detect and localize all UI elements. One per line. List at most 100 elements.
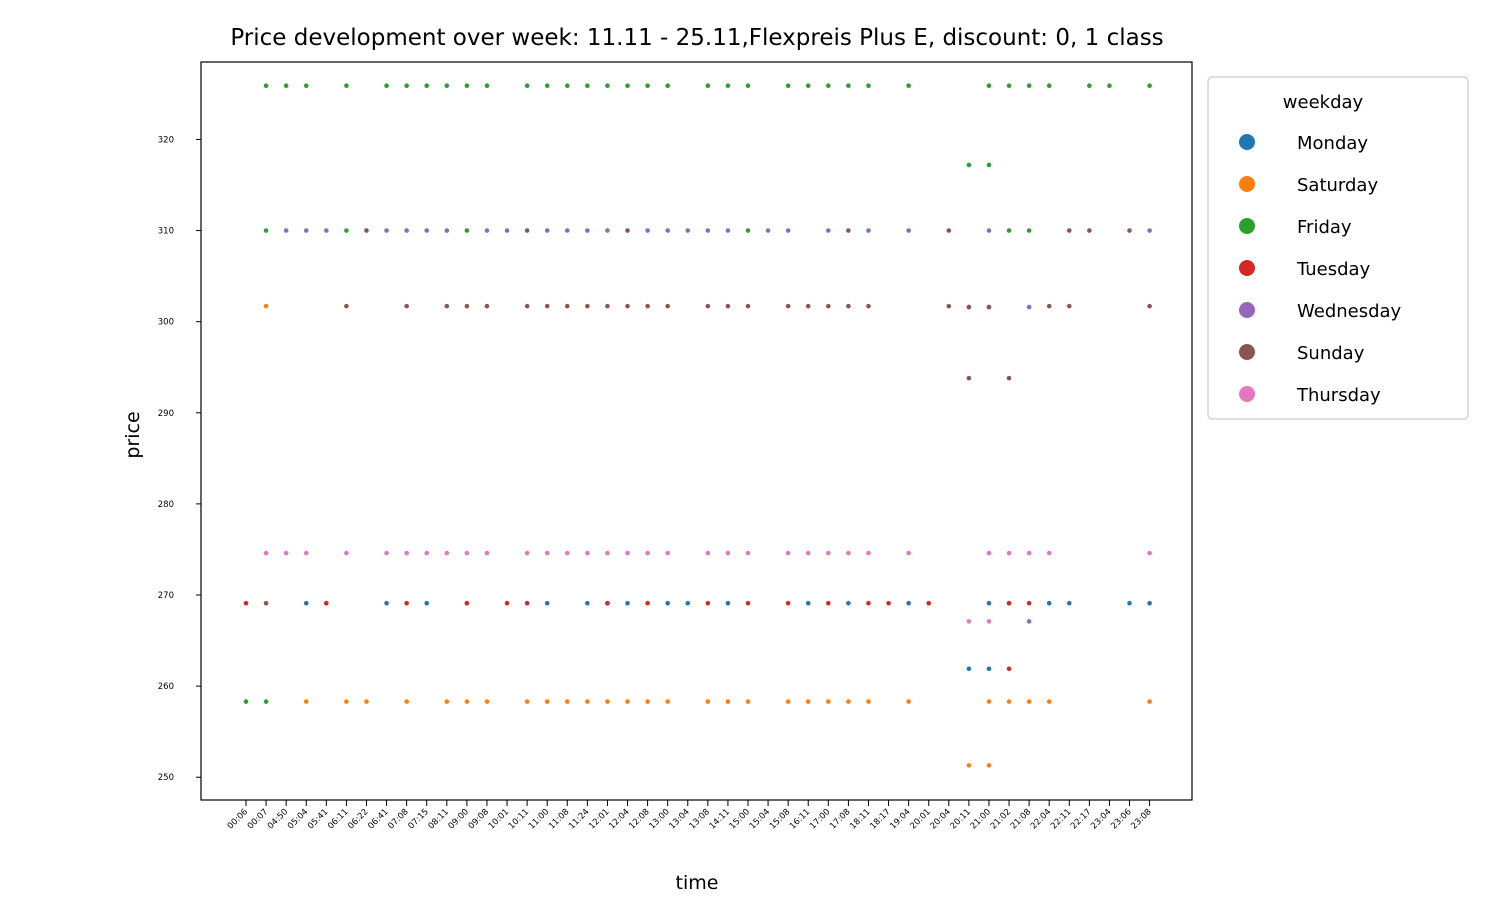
x-tick-label: 19:04 [888,807,912,831]
data-point [1026,83,1032,88]
legend-marker [1239,176,1255,192]
data-point [1026,699,1032,704]
legend-label: Wednesday [1297,301,1402,322]
data-point [524,303,530,309]
x-tick-label: 13:04 [667,807,691,831]
x-tick-label: 05:41 [306,807,330,831]
data-point [725,699,731,704]
x-tick-label: 11:24 [567,807,591,831]
data-point [464,228,470,233]
data-point [605,83,610,88]
data-point [805,600,811,606]
data-point [564,303,570,309]
data-point [1046,550,1052,556]
data-point [544,228,550,233]
data-point [1066,303,1072,309]
series-tuesday [243,600,1032,672]
data-point [1087,228,1092,233]
x-tick-label: 00:07 [246,807,270,831]
data-point [826,600,831,606]
data-point [986,763,992,768]
data-point [263,699,269,704]
x-tick-label: 20:01 [908,807,932,831]
data-point [906,83,911,88]
data-point [524,83,530,88]
data-point [243,699,249,704]
data-point [665,600,670,606]
data-point [745,550,751,556]
data-point [705,699,711,704]
data-point [384,550,389,556]
data-point [785,303,791,309]
data-point [665,550,670,556]
data-point [1006,83,1012,88]
x-tick-label: 11:00 [527,807,551,831]
data-point [826,83,831,88]
y-tick-label: 260 [158,682,174,692]
data-point [324,600,329,606]
data-point [966,304,972,310]
data-point [846,550,851,556]
data-point [605,228,610,233]
x-tick-label: 22:04 [1029,807,1053,831]
x-tick-label: 14:11 [708,807,732,831]
series-sunday [263,228,1152,606]
data-point [544,699,550,704]
data-point [785,600,791,606]
legend-marker [1239,134,1255,150]
data-point [906,699,911,704]
data-point [725,303,731,309]
data-point [625,699,630,704]
data-point [344,550,349,556]
data-point [785,228,791,233]
legend-marker [1239,260,1255,276]
data-point [404,600,409,606]
legend-marker [1239,344,1255,360]
data-point [1107,83,1112,88]
data-point [966,666,972,672]
data-point [725,228,731,233]
data-point [1026,550,1032,556]
data-point [444,83,450,88]
data-point [826,303,831,309]
data-point [725,600,731,606]
chart-title: Price development over week: 11.11 - 25.… [230,25,1163,51]
data-point [705,550,711,556]
data-point [866,83,871,88]
data-point [303,228,309,233]
data-point [504,600,510,606]
data-point [263,303,269,309]
data-point [866,303,871,309]
data-point [484,699,490,704]
data-point [745,228,751,233]
data-point [263,600,269,606]
data-point [645,600,650,606]
data-point [564,699,570,704]
x-tick-label: 00:06 [226,807,250,831]
y-tick-label: 250 [158,773,174,783]
data-point [866,699,871,704]
data-point [725,83,731,88]
data-point [404,699,409,704]
data-point [986,83,992,88]
x-tick-label: 18:11 [848,807,872,831]
legend-label: Friday [1297,217,1352,238]
legend-label: Thursday [1296,385,1381,406]
data-point [263,83,269,88]
x-tick-label: 12:04 [607,807,631,831]
data-point [444,550,450,556]
legend-marker [1239,218,1255,234]
data-point [1147,550,1152,556]
data-point [464,699,470,704]
x-tick-label: 06:41 [366,807,390,831]
data-point [866,600,871,606]
data-point [444,228,450,233]
data-point [484,228,490,233]
data-point [685,228,691,233]
data-point [705,600,711,606]
data-point [544,600,550,606]
data-point [785,699,791,704]
data-point [966,619,972,624]
data-point [303,699,309,704]
data-point [966,763,972,768]
